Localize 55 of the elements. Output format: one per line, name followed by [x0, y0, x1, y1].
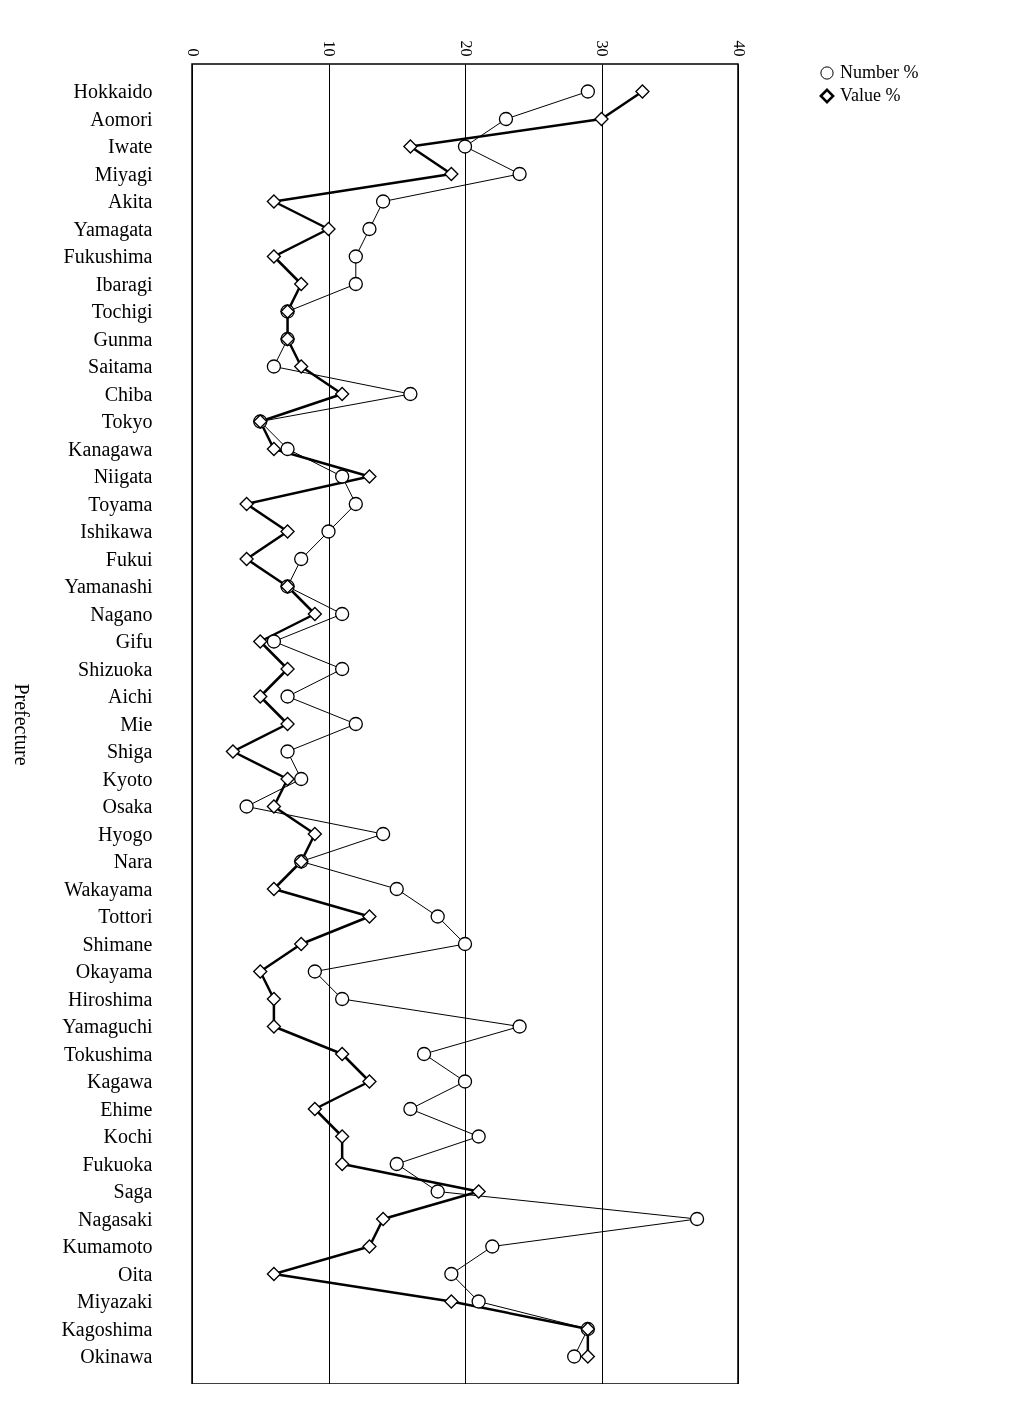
x-tick-label: 30 [594, 40, 611, 57]
y-tick-label: Gifu [115, 630, 153, 652]
y-tick-label: Nagasaki [78, 1207, 153, 1231]
y-tick-label: Fukushima [63, 245, 153, 267]
y-tick-label: Hyogo [98, 822, 153, 846]
y-tick-label: Aichi [108, 685, 153, 707]
y-tick-label: Ibaragi [95, 272, 153, 296]
y-tick-label: Tottori [98, 905, 153, 927]
y-tick-label: Kumamoto [62, 1235, 153, 1257]
y-tick-label: Okinawa [80, 1345, 153, 1367]
y-tick-label: Kanagawa [68, 437, 153, 461]
y-tick-label: Aomori [90, 107, 153, 130]
y-tick-label: Fukui [105, 547, 153, 570]
y-tick-label: Niigata [93, 465, 153, 488]
y-tick-label: Hiroshima [68, 987, 153, 1010]
y-tick-label: Shizuoka [78, 657, 153, 680]
y-tick-label: Yamaguchi [62, 1015, 153, 1038]
legend-label: Value % [840, 85, 901, 105]
y-tick-label: Gunma [93, 327, 153, 350]
y-tick-label: Iwate [108, 135, 153, 157]
y-tick-label: Fukuoka [82, 1152, 153, 1175]
y-tick-label: Chiba [104, 382, 153, 405]
y-tick-label: Kyoto [102, 767, 153, 791]
y-tick-label: Akita [108, 190, 153, 212]
y-tick-label: Yamagata [73, 217, 153, 241]
legend-label: Number % [840, 62, 919, 82]
y-axis-title: Prefecture [11, 683, 34, 766]
y-tick-label: Kochi [103, 1125, 153, 1147]
x-tick-label: 10 [321, 40, 338, 57]
y-tick-label: Ehime [100, 1097, 153, 1120]
y-tick-label: Kagoshima [61, 1317, 153, 1341]
y-tick-label: Tochigi [91, 300, 153, 323]
y-tick-label: Shiga [106, 740, 153, 763]
x-tick-label: 20 [457, 40, 475, 57]
y-tick-label: Shimane [82, 932, 153, 955]
y-tick-label: Nara [113, 850, 153, 872]
y-tick-label: Yamanashi [64, 575, 153, 597]
y-tick-label: Miyazaki [76, 1290, 153, 1313]
y-tick-label: Osaka [102, 795, 153, 817]
y-tick-label: Kagawa [86, 1070, 153, 1093]
x-tick-label: 40 [730, 40, 748, 57]
y-tick-label: Miyagi [94, 162, 153, 186]
y-tick-label: Saitama [88, 355, 153, 377]
y-tick-label: Tokushima [63, 1042, 153, 1065]
y-tick-label: Tokyo [101, 410, 153, 433]
y-tick-label: Hokkaido [73, 80, 153, 102]
y-tick-label: Saga [113, 1180, 153, 1203]
y-tick-label: Wakayama [64, 877, 153, 901]
y-tick-label: Ishikawa [80, 520, 153, 542]
y-tick-label: Okayama [75, 960, 153, 983]
y-tick-label: Nagano [90, 602, 153, 626]
y-tick-label: Mie [120, 712, 153, 735]
y-tick-label: Toyama [88, 492, 153, 516]
y-tick-label: Oita [118, 1262, 153, 1285]
x-tick-label: 0 [184, 48, 202, 57]
